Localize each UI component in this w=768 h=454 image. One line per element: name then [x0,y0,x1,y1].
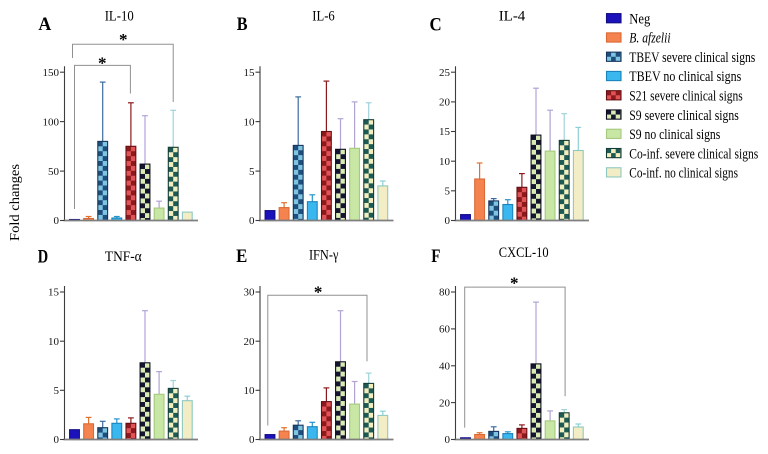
svg-text:0: 0 [54,215,60,227]
svg-text:D: D [38,246,48,267]
svg-text:0: 0 [249,215,255,227]
svg-text:100: 100 [43,116,60,128]
svg-text:*: * [119,30,128,49]
svg-text:5: 5 [54,385,60,397]
svg-text:F: F [431,246,440,267]
svg-text:S9 no clinical signs: S9 no clinical signs [629,127,720,143]
svg-text:15: 15 [244,67,256,79]
svg-text:80: 80 [439,287,451,299]
svg-text:15: 15 [439,126,451,138]
svg-text:20: 20 [439,97,451,109]
svg-text:A: A [38,14,51,35]
svg-text:5: 5 [249,166,255,178]
svg-text:0: 0 [445,434,451,446]
svg-text:150: 150 [43,67,60,79]
svg-text:S21 severe clinical signs: S21 severe clinical signs [629,88,743,104]
svg-text:10: 10 [48,336,60,348]
svg-text:CXCL-10: CXCL-10 [499,245,549,261]
svg-text:*: * [510,273,519,292]
svg-text:*: * [98,54,107,73]
svg-text:IFN-γ: IFN-γ [309,247,339,263]
svg-text:10: 10 [244,385,256,397]
svg-text:0: 0 [445,215,451,227]
svg-text:20: 20 [439,397,451,409]
svg-text:Neg: Neg [629,11,650,27]
svg-text:60: 60 [439,324,451,336]
svg-text:40: 40 [439,360,451,372]
svg-text:50: 50 [48,166,60,178]
svg-text:0: 0 [54,434,60,446]
svg-text:5: 5 [445,186,451,198]
svg-text:S9 severe clinical signs: S9 severe clinical signs [629,108,739,124]
svg-text:Co-inf. no clinical signs: Co-inf. no clinical signs [629,166,738,182]
svg-text:E: E [236,246,247,267]
svg-text:25: 25 [439,67,451,79]
svg-text:10: 10 [439,156,451,168]
svg-text:B: B [237,14,248,35]
svg-text:TBEV severe clinical signs: TBEV severe clinical signs [629,50,755,66]
svg-text:TBEV no clinical signs: TBEV no clinical signs [629,69,741,85]
svg-text:IL-6: IL-6 [312,9,335,25]
svg-text:Co-inf. severe clinical signs: Co-inf. severe clinical signs [629,146,758,162]
svg-text:10: 10 [244,116,256,128]
svg-text:*: * [314,283,323,302]
svg-text:C: C [430,14,442,35]
svg-text:30: 30 [244,287,256,299]
svg-text:IL-4: IL-4 [499,9,526,25]
svg-text:0: 0 [249,434,255,446]
svg-text:B. afzelii: B. afzelii [629,31,670,47]
svg-text:TNF-α: TNF-α [105,249,142,265]
svg-text:IL-10: IL-10 [105,8,134,24]
svg-text:20: 20 [244,336,256,348]
svg-text:15: 15 [48,287,60,299]
svg-text:Fold changes: Fold changes [7,164,22,241]
